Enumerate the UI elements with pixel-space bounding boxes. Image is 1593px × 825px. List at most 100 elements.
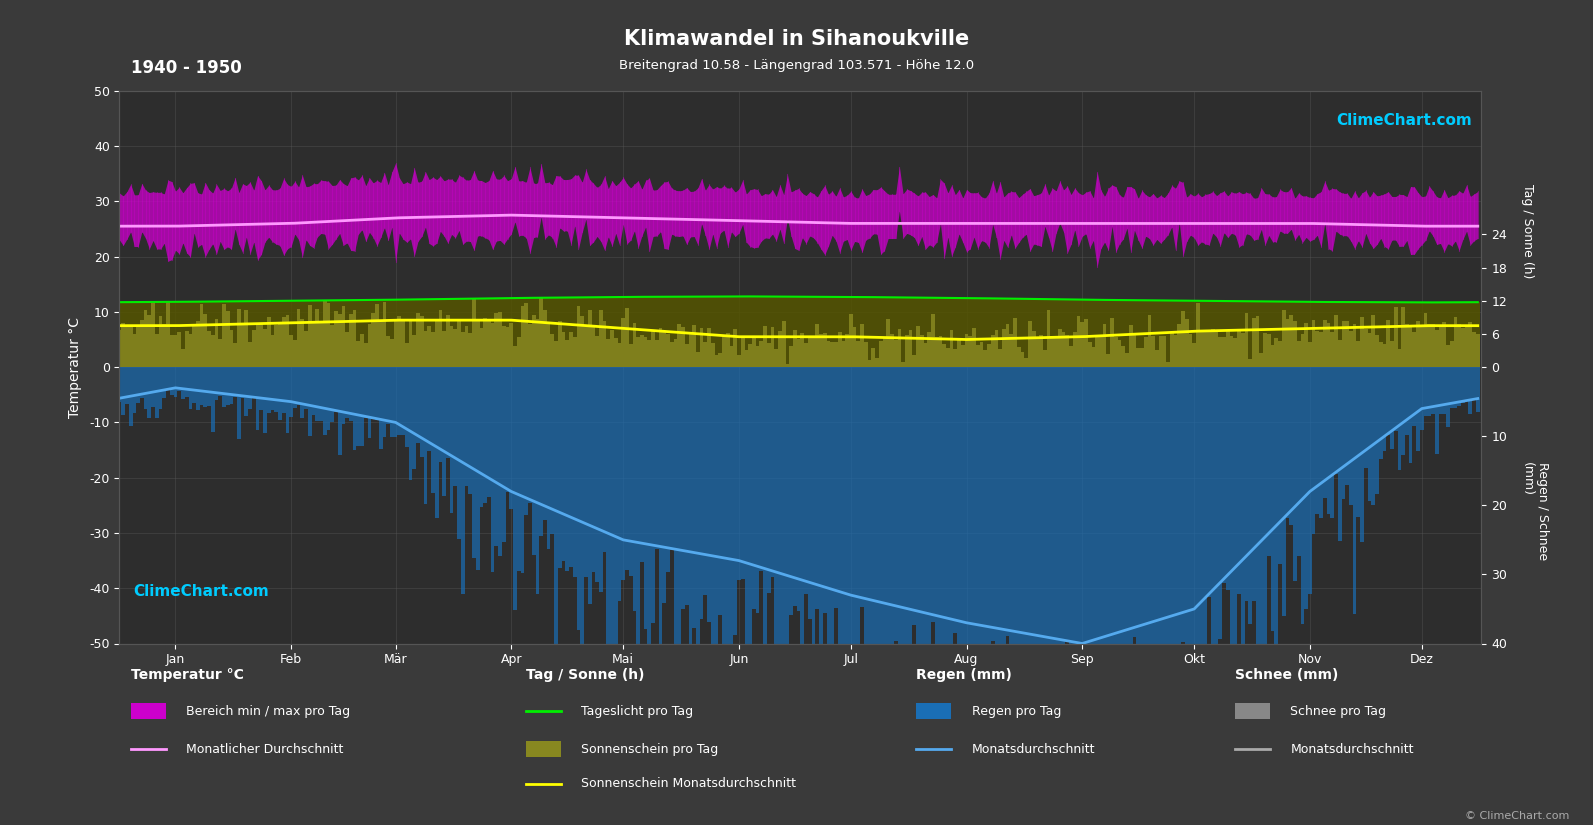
Bar (1375, 335, 1380, 367)
Bar (1263, 301, 1266, 367)
Bar (707, 296, 710, 367)
Bar (838, 332, 841, 367)
Bar (755, 346, 760, 367)
Bar (1438, 367, 1442, 414)
Bar (1203, 331, 1207, 367)
Bar (591, 367, 596, 573)
Bar (263, 301, 268, 367)
Bar (704, 367, 707, 595)
Bar (432, 299, 435, 367)
Bar (1450, 367, 1453, 408)
Bar (1155, 367, 1158, 780)
Bar (1469, 302, 1472, 367)
Bar (1341, 367, 1344, 499)
Bar (1158, 300, 1163, 367)
Bar (1472, 332, 1475, 367)
Bar (744, 296, 749, 367)
Bar (349, 300, 352, 367)
Bar (1446, 302, 1450, 367)
Bar (573, 297, 577, 367)
Bar (226, 311, 229, 367)
Bar (296, 367, 301, 405)
Bar (566, 298, 569, 367)
Bar (994, 330, 999, 367)
Bar (693, 367, 696, 629)
Bar (427, 367, 432, 451)
Bar (432, 367, 435, 493)
Bar (244, 367, 249, 417)
Bar (268, 301, 271, 367)
Bar (1043, 367, 1047, 825)
Bar (1066, 335, 1069, 367)
Bar (543, 298, 546, 367)
Bar (924, 298, 927, 367)
Bar (1408, 367, 1413, 464)
Bar (722, 296, 726, 367)
Bar (789, 346, 793, 367)
Bar (1230, 367, 1233, 646)
Bar (618, 343, 621, 367)
Bar (1300, 334, 1305, 367)
Bar (852, 367, 857, 648)
Bar (1215, 301, 1219, 367)
Bar (1024, 299, 1027, 367)
Bar (1016, 299, 1021, 367)
Bar (863, 297, 868, 367)
Bar (540, 298, 543, 367)
Bar (255, 367, 260, 430)
Bar (1266, 301, 1271, 367)
Bar (129, 324, 132, 367)
Bar (852, 328, 857, 367)
Bar (1322, 320, 1327, 367)
Bar (930, 314, 935, 367)
Bar (1297, 342, 1300, 367)
Bar (1152, 367, 1155, 719)
Bar (640, 367, 644, 562)
Bar (913, 367, 916, 625)
Bar (151, 302, 155, 367)
Bar (949, 298, 954, 367)
Bar (1330, 332, 1333, 367)
Bar (897, 328, 902, 367)
Bar (927, 298, 930, 367)
Bar (793, 367, 796, 606)
Bar (177, 302, 182, 367)
Bar (468, 333, 472, 367)
Bar (1211, 367, 1215, 825)
Bar (335, 367, 338, 412)
Bar (930, 298, 935, 367)
Bar (1413, 367, 1416, 427)
Bar (1464, 326, 1469, 367)
Bar (1005, 323, 1010, 367)
Bar (1278, 367, 1282, 564)
Bar (749, 367, 752, 661)
Bar (319, 322, 323, 367)
Text: Monatsdurchschnitt: Monatsdurchschnitt (1290, 742, 1415, 756)
Bar (363, 343, 368, 367)
Bar (599, 367, 602, 592)
Bar (1397, 349, 1402, 367)
Bar (1200, 330, 1203, 367)
Bar (166, 367, 170, 389)
Bar (330, 367, 335, 422)
Bar (166, 302, 170, 367)
Bar (1461, 367, 1464, 403)
Bar (749, 296, 752, 367)
Bar (1316, 302, 1319, 367)
Bar (546, 298, 551, 367)
Bar (1035, 338, 1039, 367)
Text: Monatlicher Durchschnitt: Monatlicher Durchschnitt (186, 742, 344, 756)
Bar (499, 367, 502, 556)
Bar (1453, 302, 1458, 367)
Bar (707, 367, 710, 622)
Bar (1383, 302, 1386, 367)
Bar (293, 301, 296, 367)
Bar (405, 299, 409, 367)
Bar (521, 367, 524, 573)
Bar (699, 367, 704, 620)
Bar (1155, 300, 1158, 367)
Bar (1364, 329, 1368, 367)
Bar (1300, 367, 1305, 624)
Bar (260, 367, 263, 410)
Bar (1227, 331, 1230, 367)
